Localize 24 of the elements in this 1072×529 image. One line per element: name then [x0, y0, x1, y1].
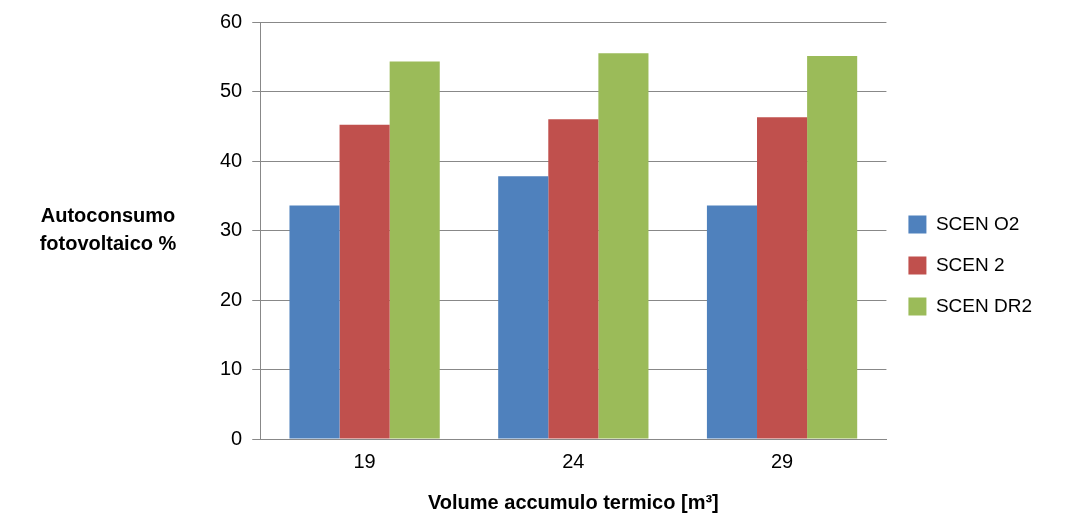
y-tick-label: 20 — [220, 287, 243, 310]
bar — [289, 205, 340, 439]
x-tick-label: 29 — [770, 449, 794, 472]
y-tick-label: 0 — [231, 426, 243, 449]
bar — [706, 205, 758, 439]
x-tick-label: 19 — [353, 449, 376, 472]
legend-label: SCEN DR2 — [935, 294, 1032, 316]
y-tick-label: 30 — [220, 218, 243, 241]
bar — [807, 56, 858, 439]
y-tick-label: 60 — [220, 9, 243, 32]
legend-label: SCEN 2 — [935, 253, 1005, 275]
x-axis-title: Volume accumulo termico [m³] — [427, 490, 719, 513]
bar — [339, 124, 390, 439]
bar — [498, 176, 549, 439]
y-tick-label: 40 — [220, 148, 243, 171]
bar — [598, 53, 649, 439]
bar — [389, 61, 440, 439]
bar — [757, 117, 808, 439]
x-tick-label: 24 — [562, 449, 585, 472]
bar — [548, 119, 599, 439]
legend-label: SCEN O2 — [935, 212, 1020, 234]
y-axis-title: Autoconsumo fotovoltaico % — [39, 204, 177, 255]
y-tick-label: 50 — [220, 79, 243, 102]
y-tick-label: 10 — [220, 357, 243, 380]
